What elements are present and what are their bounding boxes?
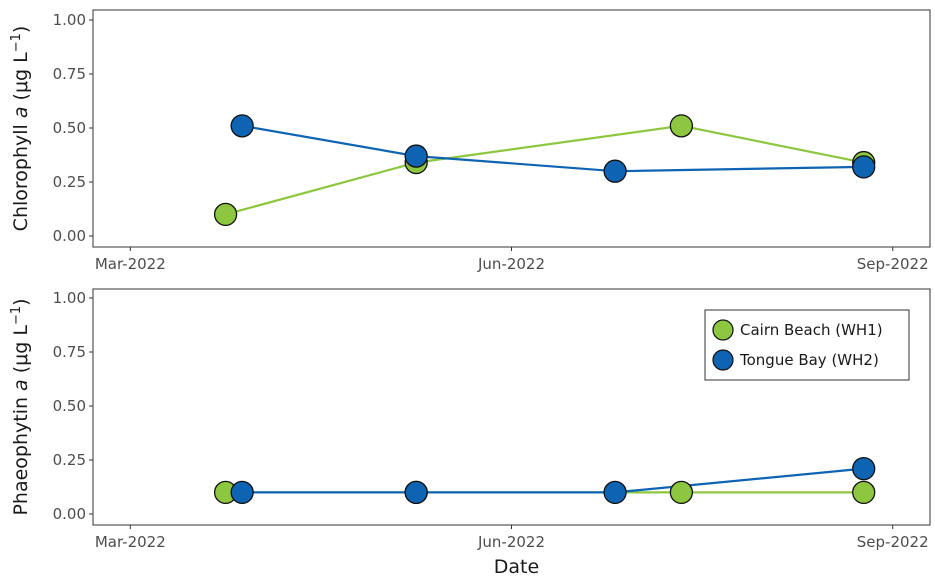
y-axis-title-part: (μg L xyxy=(10,52,32,107)
data-point-series-2 xyxy=(404,144,428,168)
y-axis-title-part: ) xyxy=(10,298,32,305)
data-point-series-2 xyxy=(852,155,876,179)
y-axis-title-superscript: −1 xyxy=(9,306,24,325)
y-axis-title: Phaeophytin a (μg L−1) xyxy=(9,298,33,515)
data-point-series-1 xyxy=(213,202,238,227)
y-axis-title-part: ) xyxy=(10,26,32,33)
series-line-2 xyxy=(242,467,864,494)
panel-1: 0.00 0.25 0.50 0.75 1.00 Mar-2022 Jun-2022 Sep-… xyxy=(9,9,931,273)
y-tick-label: 0.25 xyxy=(53,173,86,191)
data-point-series-2 xyxy=(230,114,254,138)
y-tick-label: 0.75 xyxy=(53,343,86,361)
data-point-series-2 xyxy=(603,159,627,183)
legend-key-2 xyxy=(712,349,734,371)
y-axis-title-part: a xyxy=(10,379,32,391)
x-tick-label: Sep-2022 xyxy=(857,533,929,551)
y-tick-label: 1.00 xyxy=(53,289,86,307)
y-tick-label: 0.75 xyxy=(53,65,86,83)
x-tick-label: Jun-2022 xyxy=(477,255,545,273)
y-axis-title-part: Phaeophytin xyxy=(10,391,32,516)
data-point-series-2 xyxy=(230,480,254,505)
data-point-series-2 xyxy=(603,480,627,505)
panel-2: 0.00 0.25 0.50 0.75 1.00 Mar-2022 Jun-2022 Sep-… xyxy=(9,288,931,578)
x-tick-label: Mar-2022 xyxy=(95,255,166,273)
y-tick-label: 0.00 xyxy=(53,505,86,523)
y-tick-label: 0.25 xyxy=(53,451,86,469)
x-tick-label: Sep-2022 xyxy=(857,255,929,273)
x-tick-label: Mar-2022 xyxy=(95,533,166,551)
data-point-series-1 xyxy=(669,114,694,138)
series-line-2 xyxy=(242,124,864,173)
y-axis-title-part: (μg L xyxy=(10,325,32,380)
y-axis-title: Chlorophyll a (μg L−1) xyxy=(9,26,33,232)
y-axis-title-part: a xyxy=(10,106,32,118)
legend-key-1 xyxy=(712,319,734,341)
y-tick-label: 1.00 xyxy=(53,11,86,29)
series-line-1 xyxy=(225,124,864,216)
legend-box xyxy=(704,309,910,381)
y-tick-label: 0.50 xyxy=(53,397,86,415)
data-point-series-1 xyxy=(852,480,876,505)
legend-label-1: Cairn Beach (WH1) xyxy=(740,321,883,339)
data-point-series-2 xyxy=(404,480,428,505)
y-tick-label: 0.50 xyxy=(53,119,86,137)
x-tick-label: Jun-2022 xyxy=(477,533,545,551)
x-axis-title: Date xyxy=(494,556,539,578)
data-point-series-1 xyxy=(669,480,694,505)
legend-label-2: Tongue Bay (WH2) xyxy=(739,351,879,369)
y-axis-title-part: Chlorophyll xyxy=(10,118,32,231)
y-axis-title-superscript: −1 xyxy=(9,33,24,52)
data-point-series-2 xyxy=(852,456,876,481)
y-tick-label: 0.00 xyxy=(53,227,86,245)
legend: Cairn Beach (WH1) Tongue Bay (WH2) xyxy=(704,309,910,381)
